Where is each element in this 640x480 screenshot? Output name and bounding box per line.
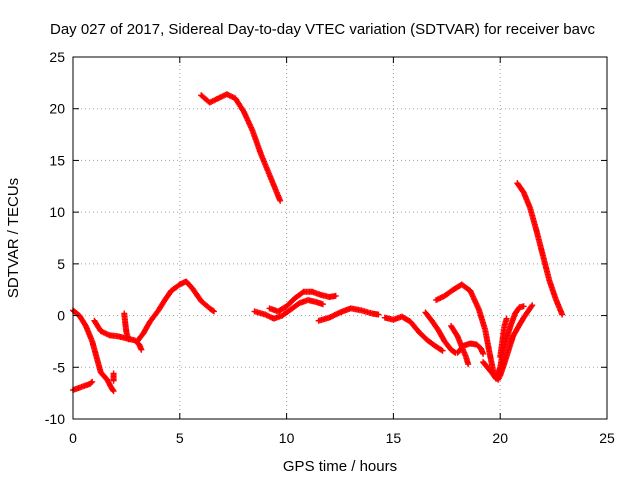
y-tick-label: 0 — [57, 308, 65, 324]
series-arc-12 — [422, 309, 459, 356]
y-tick-label: 10 — [49, 204, 65, 220]
x-tick-label: 20 — [492, 430, 508, 446]
data-point — [520, 303, 527, 310]
series-arc-02 — [70, 378, 96, 394]
x-tick-label: 0 — [69, 430, 77, 446]
series-arc-06 — [134, 278, 217, 345]
data-point — [439, 347, 446, 354]
series-arc-18 — [514, 180, 566, 318]
data-point — [319, 301, 326, 308]
x-tick-label: 10 — [279, 430, 295, 446]
data-point — [438, 346, 445, 353]
data-point — [109, 387, 116, 394]
data-point — [529, 302, 536, 309]
series-arc-11 — [381, 313, 446, 354]
data-point — [277, 197, 284, 204]
x-tick-label: 25 — [599, 430, 615, 446]
data-point — [332, 292, 339, 299]
grid-layer — [73, 57, 607, 419]
data-point — [528, 303, 535, 310]
y-tick-label: 20 — [49, 101, 65, 117]
data-point — [465, 361, 472, 368]
points-layer — [70, 91, 566, 395]
data-point — [503, 315, 510, 322]
x-axis-label: GPS time / hours — [283, 458, 397, 475]
y-tick-label: 25 — [49, 49, 65, 65]
series-arc-07 — [198, 91, 284, 204]
y-tick-label: -5 — [53, 359, 66, 375]
plot-frame — [72, 56, 608, 420]
y-tick-label: 15 — [49, 152, 65, 168]
series-arc-03 — [110, 370, 117, 384]
data-point — [210, 308, 217, 315]
series-arc-05 — [121, 310, 132, 343]
x-tick-label: 5 — [176, 430, 184, 446]
data-point — [110, 377, 117, 384]
y-tick-label: -10 — [45, 411, 65, 427]
x-tick-label: 15 — [386, 430, 402, 446]
data-point — [138, 346, 145, 353]
series-arc-08 — [251, 297, 326, 322]
data-point — [209, 307, 216, 314]
data-point — [89, 378, 96, 385]
data-point — [480, 350, 487, 357]
y-tick-label: 5 — [57, 256, 65, 272]
series-arc-01 — [70, 307, 117, 395]
data-point — [375, 311, 382, 318]
series-arc-10 — [315, 305, 382, 324]
y-axis-label: SDTVAR / TECUs — [5, 178, 22, 298]
ticks-layer: 0 5 10 15 20 25 -10 -5 0 5 10 15 20 25 — [45, 49, 615, 446]
series-arc-17 — [497, 315, 510, 360]
data-point — [88, 379, 95, 386]
series-arc-15 — [454, 340, 487, 357]
data-point — [110, 388, 117, 395]
data-point — [559, 311, 566, 318]
series-arc-13 — [448, 322, 472, 368]
series-arc-14 — [433, 281, 536, 383]
series-arc-09 — [266, 288, 339, 315]
chart-title: Day 027 of 2017, Sidereal Day-to-day VTE… — [50, 21, 595, 38]
series-arc-04 — [91, 317, 145, 353]
data-point — [125, 336, 132, 343]
